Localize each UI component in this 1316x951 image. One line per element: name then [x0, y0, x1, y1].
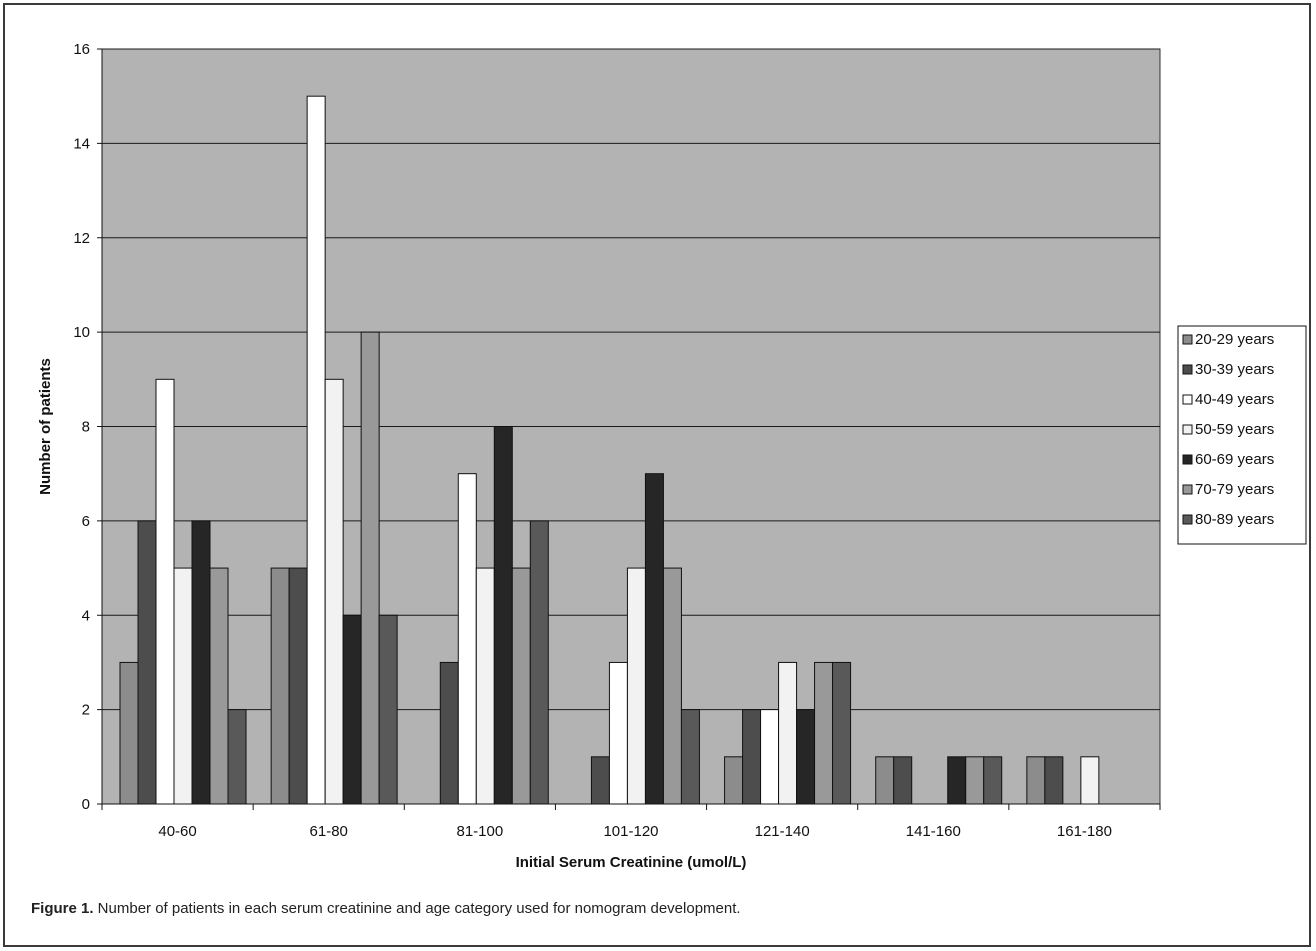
y-tick-labels: 0 2 4 6 8 10 12 14 16	[73, 41, 90, 813]
legend-swatch	[1182, 364, 1193, 375]
figure-caption: Figure 1. Number of patients in each ser…	[31, 900, 741, 917]
bar	[209, 567, 229, 805]
y-tick-label: 10	[73, 324, 90, 341]
bar	[1044, 756, 1064, 805]
x-tick-label: 61-80	[310, 823, 348, 840]
bar	[439, 661, 459, 805]
x-tick-label: 141-160	[906, 823, 961, 840]
y-tick-label: 12	[73, 230, 90, 247]
bar	[324, 378, 344, 805]
bar	[493, 426, 513, 805]
legend-swatch	[1182, 484, 1193, 495]
bar	[983, 756, 1003, 805]
bar-chart: 0 2 4 6 8 10 12 14 16 40-60 61-80 81-100 101-120 121…	[37, 41, 1307, 871]
x-tick-labels: 40-60 61-80 81-100 101-120 121-140 141-160 161…	[158, 823, 1112, 840]
legend-entry: 30-39 years	[1195, 361, 1274, 378]
caption-label: Figure 1.	[31, 900, 94, 917]
bar	[511, 567, 531, 805]
bar	[644, 473, 664, 805]
bar	[778, 661, 798, 805]
legend-box	[1177, 325, 1307, 545]
bar	[306, 95, 326, 805]
y-tick-label: 2	[82, 702, 90, 719]
legend-entry: 50-59 years	[1195, 421, 1274, 438]
figure-frame: 0 2 4 6 8 10 12 14 16 40-60 61-80 81-100 101-120 121…	[3, 3, 1311, 947]
y-tick-label: 8	[82, 419, 90, 436]
legend-swatch	[1182, 424, 1193, 435]
legend-entry: 20-29 years	[1195, 331, 1274, 348]
bar	[227, 709, 247, 805]
y-axis-label: Number of patients	[37, 358, 54, 495]
bar	[608, 661, 628, 805]
bar	[893, 756, 913, 805]
legend-swatch	[1182, 514, 1193, 525]
y-tick-label: 16	[73, 41, 90, 58]
bar	[742, 709, 762, 805]
x-tick-label: 121-140	[755, 823, 810, 840]
x-tick-label: 101-120	[603, 823, 658, 840]
bar	[947, 756, 967, 805]
legend-entry: 70-79 years	[1195, 481, 1274, 498]
y-tick-label: 0	[82, 796, 90, 813]
y-tick-label: 4	[82, 607, 90, 624]
legend-swatch	[1182, 454, 1193, 465]
bar	[1080, 756, 1100, 805]
x-tick-label: 161-180	[1057, 823, 1112, 840]
bar	[814, 661, 834, 805]
bar	[119, 661, 139, 805]
legend: 20-29 years 30-39 years 40-49 years 50-59 y…	[1177, 325, 1307, 545]
bar	[796, 709, 816, 805]
bar	[191, 520, 211, 805]
bar	[360, 331, 380, 805]
bar	[475, 567, 495, 805]
bars	[119, 95, 1100, 805]
bar	[457, 473, 477, 805]
legend-entry: 40-49 years	[1195, 391, 1274, 408]
bar	[173, 567, 193, 805]
bar	[875, 756, 895, 805]
bar	[288, 567, 308, 805]
x-tick-label: 40-60	[158, 823, 196, 840]
bar	[155, 378, 175, 805]
y-tick-label: 14	[73, 135, 90, 152]
bar	[760, 709, 780, 805]
bar	[724, 756, 744, 805]
y-tick-label: 6	[82, 513, 90, 530]
axes	[97, 48, 1161, 810]
bar	[965, 756, 985, 805]
x-axis-label: Initial Serum Creatinine (umol/L)	[516, 854, 747, 871]
bar	[1026, 756, 1046, 805]
x-tick-label: 81-100	[456, 823, 503, 840]
legend-entry: 60-69 years	[1195, 451, 1274, 468]
caption-text: Number of patients in each serum creatin…	[93, 900, 741, 917]
bar	[590, 756, 610, 805]
bar	[270, 567, 290, 805]
bar	[832, 661, 852, 805]
bar	[378, 614, 398, 805]
legend-swatch	[1182, 394, 1193, 405]
bar	[137, 520, 157, 805]
bar	[626, 567, 646, 805]
legend-swatch	[1182, 334, 1193, 345]
bar	[529, 520, 549, 805]
bar	[662, 567, 682, 805]
bar	[680, 709, 700, 805]
bar	[342, 614, 362, 805]
legend-entry: 80-89 years	[1195, 511, 1274, 528]
